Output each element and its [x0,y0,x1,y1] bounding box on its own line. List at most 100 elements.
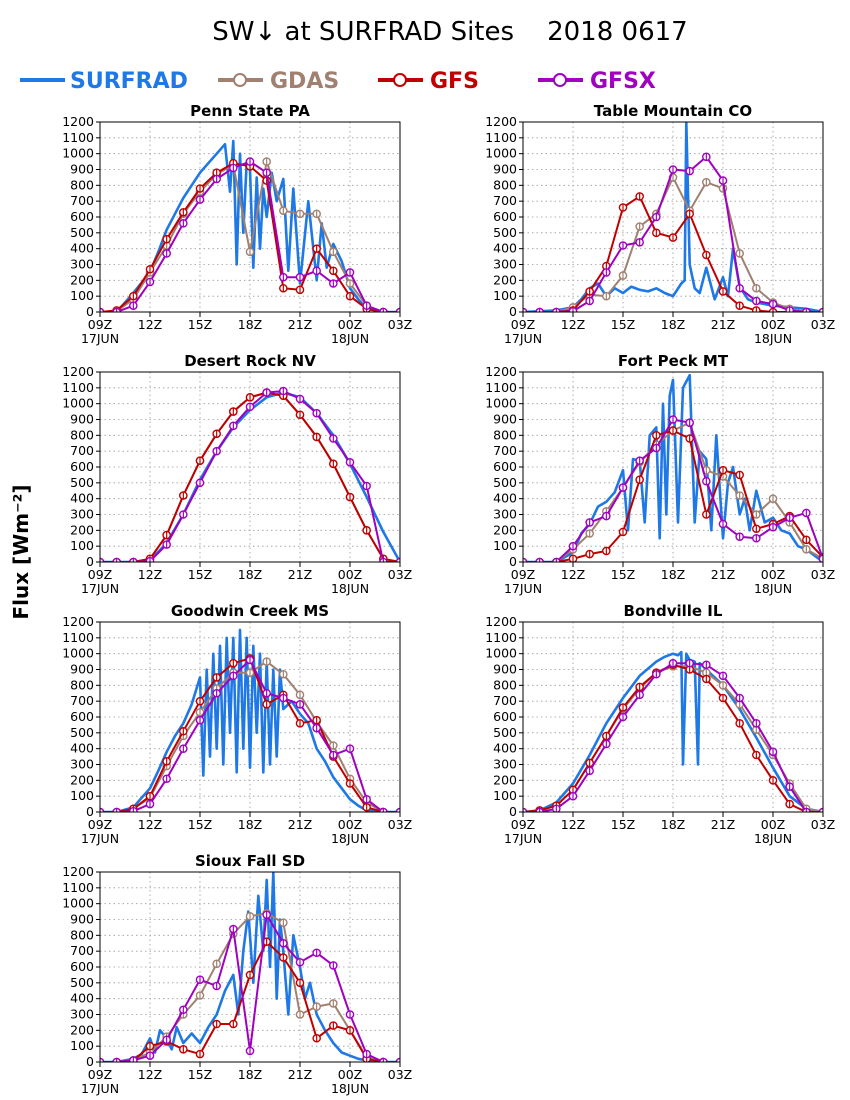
x-tick-label: 12Z [138,317,162,332]
y-tick-label: 500 [70,225,94,240]
y-tick-label: 1000 [62,646,94,661]
y-tick-label: 700 [493,193,517,208]
panel-frame [99,371,401,563]
grid [523,622,823,812]
x-tick-label: 18Z [661,317,685,332]
y-tick-label: 1000 [485,646,517,661]
x-tick-label: 09Z [511,817,535,832]
legend-label-gfsx: GFSX [590,69,656,94]
y-tick-label: 500 [493,225,517,240]
x-tick-label: 03Z [811,317,835,332]
figure-title: SW↓ at SURFRAD Sites 2018 0617 [212,17,687,47]
y-tick-label: 800 [70,177,94,192]
y-tick-label: 1100 [62,880,94,895]
legend-marker-gfsx [553,73,567,87]
x-date-label: 18JUN [331,331,369,346]
y-tick-label: 500 [493,475,517,490]
data-point-gfsx [818,554,823,562]
y-tick-label: 300 [70,257,94,272]
y-tick-label: 1200 [62,364,94,379]
y-tick-label: 300 [493,257,517,272]
y-tick-label: 0 [86,554,94,569]
series-surfrad [100,628,400,812]
x-tick-label: 09Z [88,817,112,832]
y-tick-label: 0 [509,804,517,819]
y-tick-label: 300 [70,507,94,522]
series-gfs [100,937,400,1062]
y-tick-label: 500 [70,725,94,740]
x-tick-label: 18Z [661,567,685,582]
y-tick-label: 900 [493,662,517,677]
x-tick-label: 03Z [388,817,412,832]
y-tick-label: 100 [70,288,94,303]
panels-container: Penn State PA010020030040050060070080090… [62,102,835,1096]
x-tick-label: 00Z [338,317,362,332]
x-tick-label: 15Z [188,567,212,582]
y-tick-label: 600 [70,459,94,474]
x-tick-label: 12Z [561,817,585,832]
x-tick-label: 18Z [661,817,685,832]
series-line-surfrad [523,122,823,312]
series-line-surfrad [523,650,823,812]
y-tick-label: 1000 [62,896,94,911]
y-tick-label: 800 [493,427,517,442]
y-tick-label: 1200 [485,614,517,629]
panel-desert-rock-nv: Desert Rock NV 01002003004005006007008009… [62,352,412,596]
x-date-label: 18JUN [331,1081,369,1096]
y-tick-label: 400 [493,491,517,506]
y-tick-label: 0 [509,554,517,569]
y-tick-label: 100 [493,788,517,803]
x-tick-label: 09Z [511,317,535,332]
x-date-label: 17JUN [504,331,542,346]
panel-frame [522,371,824,563]
x-tick-label: 15Z [611,817,635,832]
y-tick-label: 700 [493,693,517,708]
x-tick-label: 00Z [338,1067,362,1082]
y-tick-label: 400 [493,241,517,256]
panel-fort-peck-mt: Fort Peck MT 0100200300400500600700800900… [485,352,835,596]
y-tick-label: 400 [70,991,94,1006]
x-tick-label: 15Z [188,317,212,332]
series-gfsx [523,152,823,312]
y-tick-label: 200 [493,272,517,287]
y-tick-label: 700 [70,693,94,708]
x-tick-label: 09Z [88,567,112,582]
y-tick-label: 900 [70,912,94,927]
y-tick-label: 100 [493,288,517,303]
y-tick-label: 800 [493,177,517,192]
x-tick-label: 03Z [388,1067,412,1082]
x-tick-label: 03Z [388,567,412,582]
x-tick-label: 12Z [561,317,585,332]
series-line-surfrad [100,628,400,812]
y-tick-label: 1200 [62,114,94,129]
y-tick-label: 200 [70,522,94,537]
series-gfsx [100,386,400,562]
y-tick-label: 300 [70,1007,94,1022]
x-date-label: 18JUN [331,581,369,596]
panel-title: Desert Rock NV [184,352,316,370]
y-tick-label: 900 [70,412,94,427]
y-tick-label: 1100 [485,630,517,645]
x-tick-label: 12Z [561,567,585,582]
legend-item-gdas: GDAS [218,69,339,94]
x-tick-label: 09Z [88,1067,112,1082]
x-tick-label: 09Z [88,317,112,332]
x-tick-label: 00Z [761,817,785,832]
series-surfrad [523,650,823,812]
y-tick-label: 400 [70,241,94,256]
x-tick-label: 03Z [811,817,835,832]
y-tick-label: 100 [493,538,517,553]
x-tick-label: 03Z [811,567,835,582]
y-tick-label: 100 [70,788,94,803]
x-tick-label: 21Z [711,567,735,582]
x-tick-label: 15Z [611,567,635,582]
x-date-label: 17JUN [81,331,119,346]
panel-title: Fort Peck MT [618,352,729,370]
y-tick-label: 300 [493,757,517,772]
x-date-label: 17JUN [81,581,119,596]
y-tick-label: 800 [70,927,94,942]
panel-title: Sioux Fall SD [195,852,305,870]
x-tick-label: 03Z [388,317,412,332]
x-tick-label: 21Z [288,567,312,582]
